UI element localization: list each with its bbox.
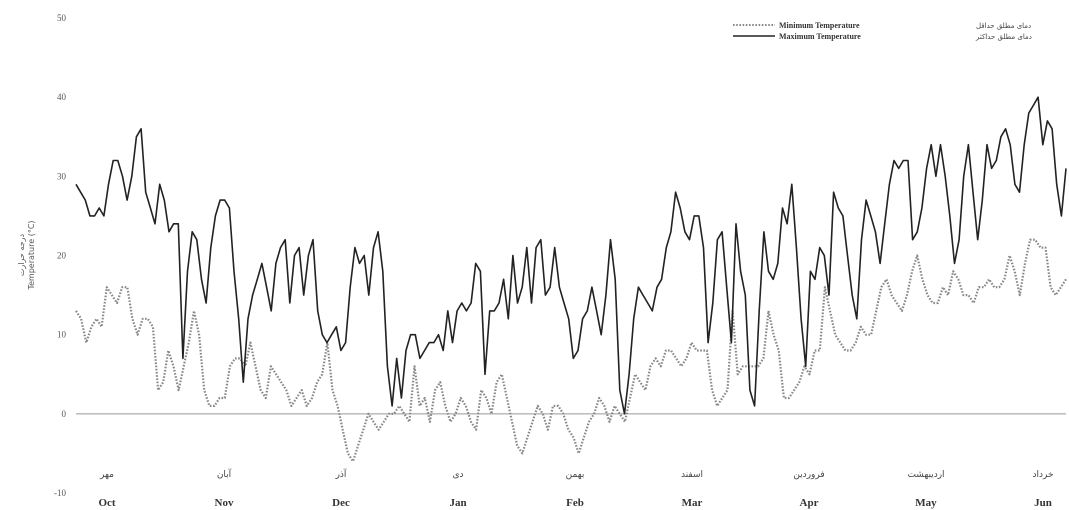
month-label-fa: مهر xyxy=(99,470,114,480)
month-label: Oct xyxy=(98,497,115,509)
legend-label-fa: دمای مطلق حداقل xyxy=(976,22,1031,30)
month-label-fa: اردیبهشت xyxy=(907,470,944,480)
y-tick-label: 20 xyxy=(57,251,67,261)
month-label-fa: بهمن xyxy=(566,470,585,480)
month-label: Apr xyxy=(800,497,819,509)
month-label: May xyxy=(915,497,937,509)
y-tick-label: 30 xyxy=(57,171,67,181)
legend: Minimum Temperature دمای مطلق حداقل Maximu… xyxy=(733,21,1032,41)
legend-label-fa: دمای مطلق حداکثر xyxy=(975,33,1032,41)
month-label: Jan xyxy=(449,497,466,509)
y-axis-label: Temperature (°C) xyxy=(27,220,36,290)
month-label-fa: دی xyxy=(452,470,463,480)
y-tick-label: -10 xyxy=(54,488,66,498)
month-label-fa: فروردین xyxy=(793,470,824,480)
month-label: Nov xyxy=(215,497,234,509)
month-label-fa: خرداد xyxy=(1032,470,1053,480)
y-tick-label: 40 xyxy=(57,92,67,102)
month-label-fa: اسفند xyxy=(681,470,703,480)
month-label: Jun xyxy=(1034,497,1052,509)
y-tick-label: 0 xyxy=(62,409,67,419)
month-label: Mar xyxy=(682,497,703,509)
series-layer xyxy=(75,96,1067,463)
legend-label: Maximum Temperature xyxy=(779,32,861,41)
y-tick-label: 50 xyxy=(57,13,67,23)
y-tick-label: 10 xyxy=(57,330,67,340)
x-axis-labels: مهر Oct آبان Nov آذر Dec دی Jan بهمن Feb اسفند Mar ف… xyxy=(98,468,1053,509)
y-axis: -10 0 10 20 30 40 50 xyxy=(54,13,67,498)
max-temperature-line xyxy=(75,96,1067,415)
month-label-fa: آبان xyxy=(217,468,232,480)
month-label-fa: آذر xyxy=(335,468,347,480)
month-label: Dec xyxy=(332,497,350,509)
min-temperature-line xyxy=(75,238,1067,463)
legend-label: Minimum Temperature xyxy=(779,21,860,30)
month-label: Feb xyxy=(566,497,584,509)
y-axis-label-fa: درجه حرارت xyxy=(17,233,26,276)
